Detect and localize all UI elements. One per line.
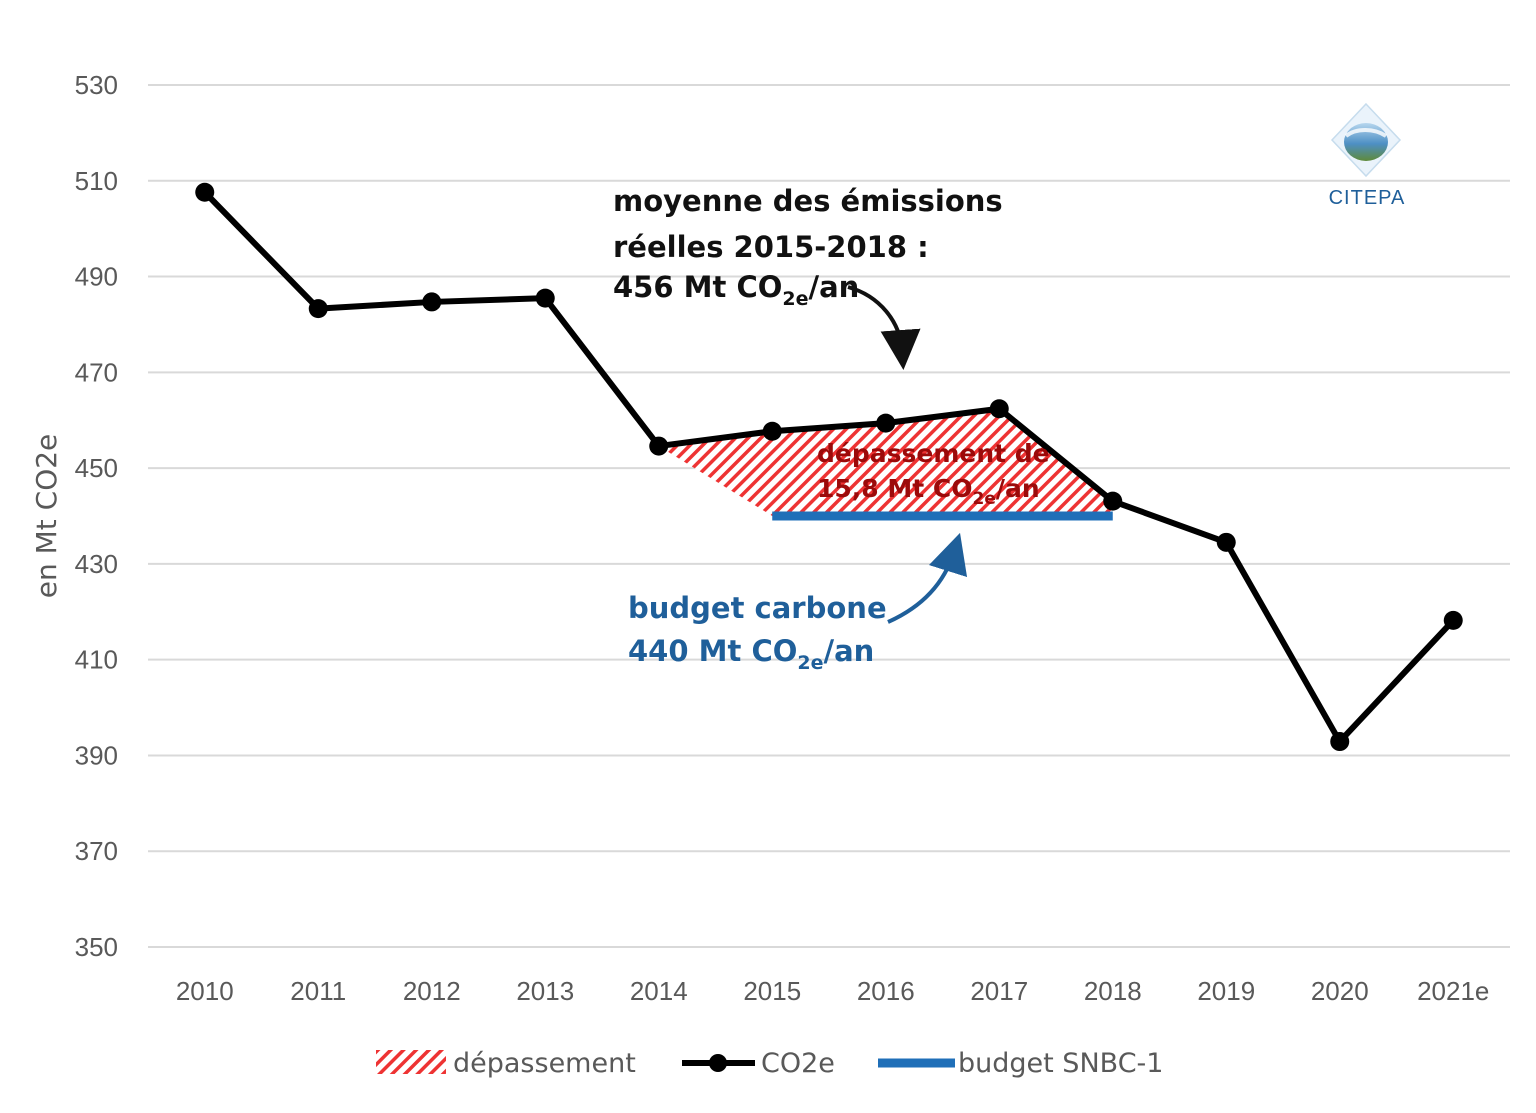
x-tick-label: 2021e [1417,976,1489,1006]
x-axis-ticks: 2010 2011 2012 2013 2014 2015 2016 2017 2018 2019… [176,976,1490,1006]
legend-marker-co2e [709,1054,727,1072]
co2e-point [1216,532,1236,552]
legend-label-budget: budget SNBC-1 [958,1048,1163,1079]
x-tick-label: 2011 [290,976,346,1006]
co2e-point [762,421,782,441]
co2e-point [535,288,555,308]
co2e-point [1330,732,1350,752]
co2e-point [195,182,215,202]
co2e-point [1103,491,1123,511]
x-tick-label: 2015 [743,976,801,1006]
y-axis-label: en Mt CO2e [30,434,63,599]
x-tick-label: 2010 [176,976,234,1006]
x-tick-label: 2016 [857,976,915,1006]
y-tick-label: 430 [75,549,118,579]
co2e-point [989,399,1009,419]
co2e-point [876,413,896,433]
co2e-line [202,190,1456,745]
co2e-point [422,292,442,312]
y-tick-label: 510 [75,166,118,196]
co2e-point [1443,610,1463,630]
y-tick-label: 370 [75,836,118,866]
x-tick-label: 2013 [516,976,574,1006]
overshoot-annotation-line1: dépassement de [817,439,1050,468]
x-tick-label: 2019 [1197,976,1255,1006]
mean-annotation-line1: moyenne des émissions [613,184,1003,218]
y-tick-label: 450 [75,453,118,483]
y-axis-ticks: 350 370 390 410 430 450 470 490 510 530 [75,70,118,962]
citepa-logo: CITEPA [1329,102,1406,209]
overshoot-annotation-value: 15,8 Mt CO2e/an [817,474,1040,509]
legend-label-depassement: dépassement [453,1048,636,1079]
citepa-logo-text: CITEPA [1329,187,1406,209]
mean-annotation-value: 456 Mt CO2e/an [613,270,859,310]
co2e-points [195,182,1463,752]
x-tick-label: 2012 [403,976,461,1006]
x-tick-label: 2017 [970,976,1028,1006]
x-tick-label: 2020 [1311,976,1369,1006]
mean-annotation-line2: réelles 2015-2018 : [613,230,929,264]
budget-annotation-value: 440 Mt CO2e/an [628,634,874,674]
legend-swatch-depassement [376,1050,446,1074]
legend: dépassement CO2e budget SNBC-1 [376,1048,1163,1079]
budget-arrow [887,532,968,624]
y-tick-label: 390 [75,740,118,770]
x-tick-label: 2018 [1084,976,1142,1006]
co2e-point [308,299,328,319]
y-tick-label: 530 [75,70,118,100]
co2e-point [649,436,669,456]
y-tick-label: 410 [75,645,118,675]
y-tick-label: 350 [75,932,118,962]
legend-label-co2e: CO2e [761,1048,835,1079]
budget-annotation-line1: budget carbone [628,591,887,625]
y-tick-label: 490 [75,262,118,292]
x-tick-label: 2014 [630,976,688,1006]
y-tick-label: 470 [75,357,118,387]
mean-arrow [847,285,921,370]
